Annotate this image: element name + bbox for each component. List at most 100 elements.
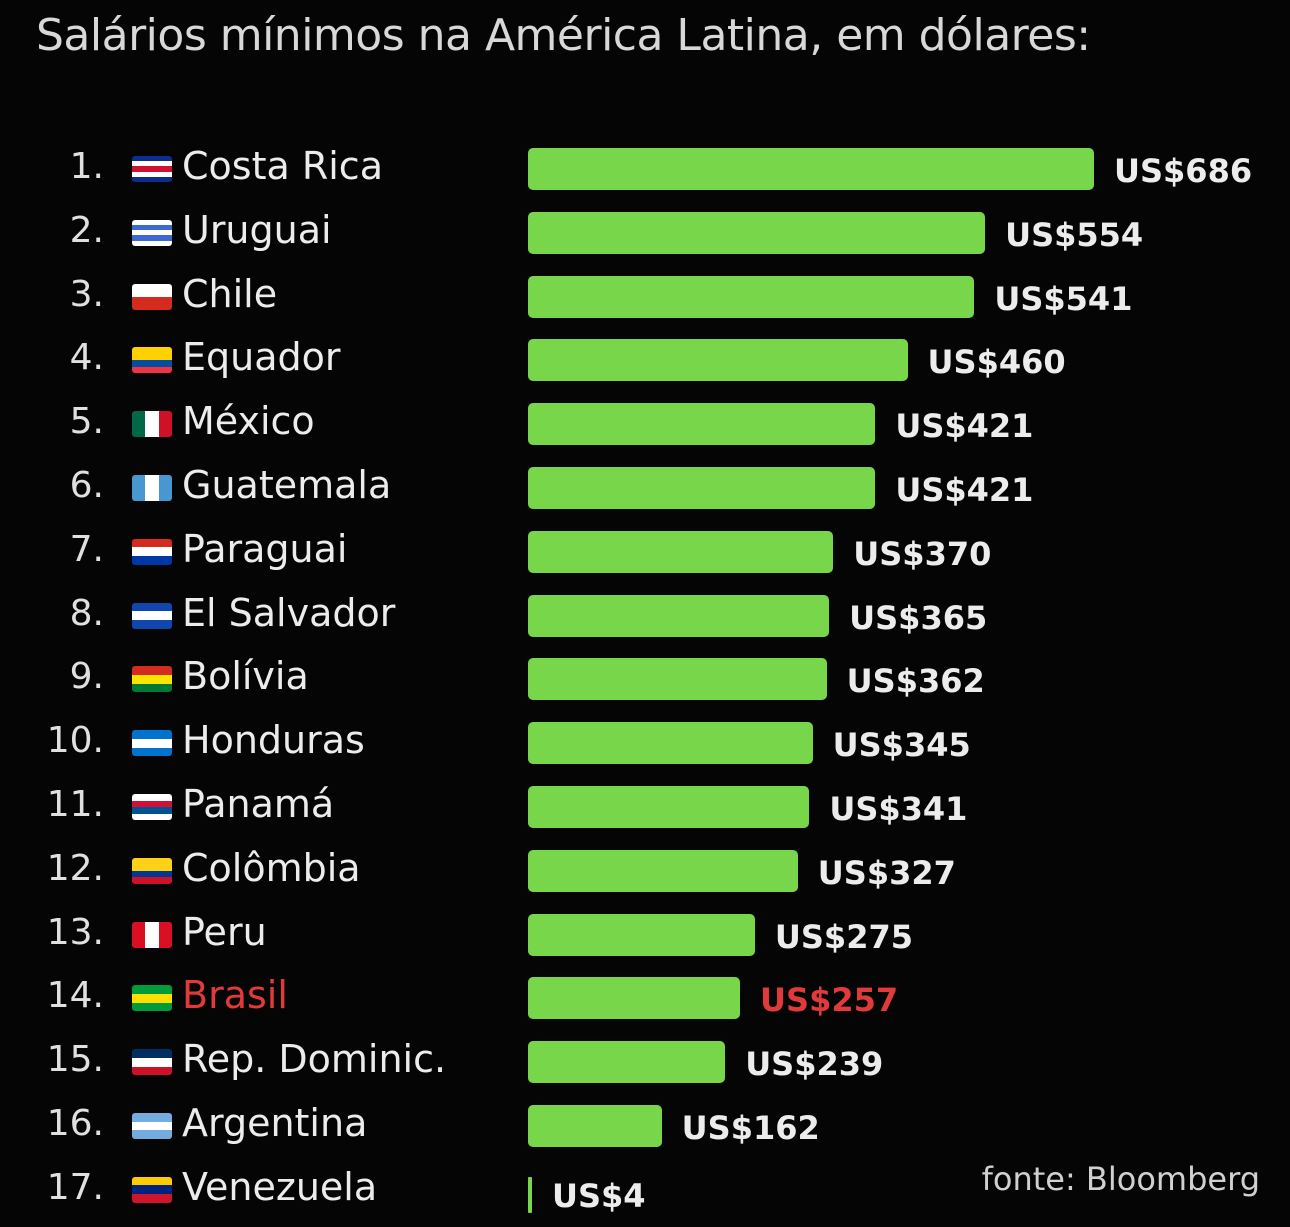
- flag-icon: [132, 538, 172, 565]
- value-label: US$460: [927, 343, 1066, 382]
- country-label: Chile: [182, 271, 278, 316]
- value-label: US$365: [849, 598, 988, 637]
- bar-row: 13. Peru US$275: [0, 908, 1290, 972]
- rank-label: 10.: [46, 720, 104, 762]
- country-label: El Salvador: [182, 590, 396, 635]
- bar: [528, 403, 876, 446]
- country-label: Brasil: [182, 973, 288, 1018]
- value-label: US$162: [681, 1109, 820, 1147]
- bar-row: 4. Equador US$460: [0, 333, 1290, 397]
- bar-row: 6. Guatemala US$421: [0, 461, 1290, 525]
- value-label: US$327: [817, 853, 956, 892]
- bar: [528, 786, 810, 828]
- country-label: Panamá: [182, 782, 335, 826]
- rank-label: 2.: [69, 209, 104, 251]
- bar: [528, 1105, 662, 1147]
- bar-row: 7. Paraguai US$370: [0, 525, 1290, 589]
- rank-label: 7.: [69, 528, 104, 570]
- chart-title: Salários mínimos na América Latina, em d…: [36, 10, 1091, 61]
- value-label: US$362: [846, 662, 985, 701]
- rank-label: 14.: [46, 975, 104, 1017]
- country-label: Bolívia: [182, 654, 309, 699]
- country-label: Honduras: [182, 718, 365, 763]
- country-label: Peru: [182, 909, 267, 954]
- value-label: US$257: [760, 981, 899, 1020]
- rank-label: 6.: [69, 465, 104, 506]
- flag-icon: [132, 985, 172, 1012]
- flag-icon: [132, 666, 172, 693]
- value-label: US$275: [774, 917, 913, 956]
- rank-label: 1.: [69, 146, 104, 187]
- value-label: US$370: [853, 534, 992, 573]
- bar-row: 15. Rep. Dominic. US$239: [0, 1035, 1290, 1099]
- value-label: US$341: [829, 790, 968, 828]
- bar: [528, 1041, 726, 1084]
- bar-row: 17. Venezuela US$4: [0, 1163, 1290, 1227]
- bar-row: 2. Uruguai US$554: [0, 206, 1290, 270]
- bar: [528, 913, 755, 956]
- rank-label: 17.: [46, 1166, 104, 1208]
- country-label: Venezuela: [182, 1164, 378, 1209]
- bar: [528, 658, 827, 701]
- flag-icon: [132, 794, 172, 820]
- bar: [528, 594, 830, 637]
- bar-row: 3. Chile US$541: [0, 270, 1290, 334]
- value-label: US$541: [994, 279, 1133, 318]
- flag-icon: [132, 602, 172, 629]
- value-label: US$345: [832, 726, 971, 765]
- bar-row: 9. Bolívia US$362: [0, 652, 1290, 716]
- value-label: US$4: [552, 1176, 646, 1215]
- value-label: US$421: [895, 407, 1034, 446]
- bar: [528, 530, 834, 573]
- country-label: Equador: [182, 335, 341, 380]
- flag-icon: [132, 921, 172, 948]
- flag-icon: [132, 1176, 172, 1203]
- bar: [528, 1176, 532, 1213]
- bar-row: 5. México US$421: [0, 397, 1290, 461]
- rank-label: 4.: [69, 337, 104, 379]
- country-label: Uruguai: [182, 207, 332, 252]
- rank-label: 9.: [69, 656, 104, 698]
- bar: [528, 339, 908, 382]
- flag-icon: [132, 857, 172, 884]
- country-label: Argentina: [182, 1101, 368, 1145]
- bar-row: 1. Costa Rica US$686: [0, 142, 1290, 206]
- country-label: Colômbia: [182, 845, 361, 890]
- rank-label: 5.: [69, 401, 104, 443]
- value-label: US$421: [895, 471, 1034, 509]
- source-note: fonte: Bloomberg: [981, 1160, 1260, 1198]
- rank-label: 12.: [46, 847, 104, 889]
- rank-label: 11.: [46, 784, 104, 825]
- country-label: Guatemala: [182, 463, 392, 507]
- flag-icon: [132, 1049, 172, 1076]
- bar-row: 8. El Salvador US$365: [0, 589, 1290, 653]
- country-label: Rep. Dominic.: [182, 1037, 447, 1082]
- country-label: Paraguai: [182, 526, 348, 571]
- flag-icon: [132, 347, 172, 374]
- bar: [528, 467, 876, 509]
- bar: [528, 977, 741, 1020]
- bar: [528, 211, 986, 254]
- flag-icon: [132, 219, 172, 246]
- rank-label: 8.: [69, 592, 104, 634]
- flag-icon: [132, 283, 172, 310]
- value-label: US$239: [745, 1045, 884, 1084]
- country-label: Costa Rica: [182, 144, 383, 188]
- bar: [528, 722, 813, 765]
- bar: [528, 849, 798, 892]
- value-label: US$686: [1114, 152, 1253, 190]
- country-label: México: [182, 399, 315, 444]
- bar: [528, 148, 1094, 190]
- flag-icon: [132, 411, 172, 438]
- bar-row: 11. Panamá US$341: [0, 780, 1290, 844]
- rank-label: 3.: [69, 273, 104, 315]
- flag-icon: [132, 156, 172, 182]
- flag-icon: [132, 1113, 172, 1139]
- flag-icon: [132, 730, 172, 757]
- bar-row: 16. Argentina US$162: [0, 1099, 1290, 1163]
- bar-row: 12. Colômbia US$327: [0, 844, 1290, 908]
- rank-label: 13.: [46, 911, 104, 953]
- flag-icon: [132, 475, 172, 501]
- bar-row: 10. Honduras US$345: [0, 716, 1290, 780]
